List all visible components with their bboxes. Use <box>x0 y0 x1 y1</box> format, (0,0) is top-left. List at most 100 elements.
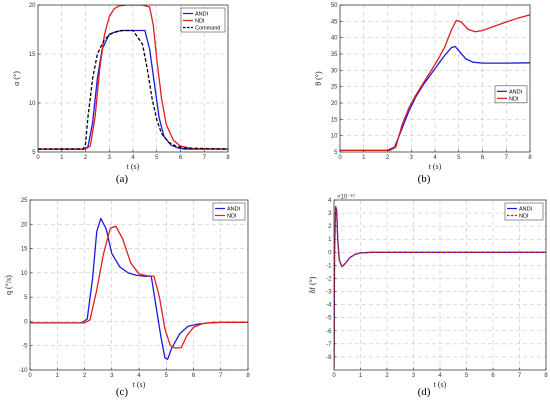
chart-panel-d: 0 1 2 3 4 5 6 7 8 -8 -7 -6 -5 -4 -3 -2 -1 0 1 2 3 4 ×10⁻¹⁰ t (s… <box>308 194 548 399</box>
series-line-ndi <box>334 205 546 368</box>
x-tick-label: 3 <box>412 373 416 379</box>
y-tick-label: 30 <box>331 68 338 74</box>
x-tick-label: 4 <box>131 155 135 161</box>
series-line-command <box>38 29 228 150</box>
panel-label: (d) <box>418 386 431 398</box>
x-tick-label: 1 <box>56 373 60 379</box>
x-tick-label: 8 <box>528 155 532 161</box>
y-tick-label: 10 <box>331 134 338 140</box>
legend-label-andi: ANDI <box>519 207 533 213</box>
x-tick-label: 3 <box>410 155 414 161</box>
y-axis-label: q (°/s) <box>4 275 13 295</box>
legend-label-command: Command <box>195 26 220 32</box>
y-tick-label: 40 <box>331 36 338 42</box>
y-tick-label: -5 <box>22 344 28 350</box>
legend-box <box>504 202 544 221</box>
y-tick-label: 3 <box>328 211 332 217</box>
chart-panel-a: 0 1 2 3 4 5 6 7 8 5 10 15 20 t (s) α (°) ANDINDICommand… <box>12 3 230 185</box>
y-tick-label: -6 <box>326 329 332 335</box>
y-tick-label: 15 <box>29 52 36 58</box>
x-tick-label: 8 <box>226 155 230 161</box>
x-tick-label: 7 <box>219 373 223 379</box>
x-tick-label: 6 <box>491 373 495 379</box>
y-tick-label: 15 <box>331 117 338 123</box>
y-tick-label: -2 <box>326 276 332 282</box>
y-axis-label: δf (°) <box>308 276 317 293</box>
y-exponent-label: ×10⁻¹⁰ <box>337 194 355 201</box>
y-axis-label: θ (°) <box>314 71 323 86</box>
panel-label: (c) <box>116 386 129 398</box>
y-tick-label: 0 <box>24 319 28 325</box>
x-axis-label: t (s) <box>127 162 140 171</box>
y-tick-label: 50 <box>331 3 338 9</box>
x-tick-label: 6 <box>179 155 183 161</box>
legend-label-andi: ANDI <box>227 207 241 213</box>
x-tick-label: 0 <box>28 373 32 379</box>
y-tick-label: 0 <box>328 250 332 256</box>
x-tick-label: 0 <box>332 373 336 379</box>
legend-label-ndi: NDI <box>195 19 205 25</box>
y-tick-label: 4 <box>328 198 332 204</box>
x-tick-label: 7 <box>203 155 207 161</box>
y-tick-label: -1 <box>326 263 332 269</box>
x-tick-label: 4 <box>438 373 442 379</box>
x-tick-label: 0 <box>338 155 342 161</box>
y-tick-label: -5 <box>326 316 332 322</box>
series-line-ndi <box>38 5 228 150</box>
x-tick-label: 1 <box>362 155 366 161</box>
x-tick-label: 5 <box>457 155 461 161</box>
x-tick-label: 5 <box>165 373 169 379</box>
y-tick-label: 10 <box>29 101 36 107</box>
x-tick-label: 3 <box>110 373 114 379</box>
y-tick-label: -8 <box>326 355 332 361</box>
x-tick-label: 4 <box>433 155 437 161</box>
y-axis-label: α (°) <box>12 71 21 86</box>
x-tick-label: 8 <box>544 373 548 379</box>
panel-label: (a) <box>116 173 129 185</box>
series-line-andi <box>38 29 228 150</box>
x-tick-label: 8 <box>246 373 250 379</box>
panel-label: (b) <box>418 173 431 185</box>
y-tick-label: -3 <box>326 290 332 296</box>
series-line-ndi <box>340 14 530 152</box>
y-tick-label: -7 <box>326 342 332 348</box>
y-tick-label: 15 <box>21 247 28 253</box>
y-tick-label: 35 <box>331 52 338 58</box>
x-tick-label: 7 <box>518 373 522 379</box>
x-tick-label: 2 <box>83 373 87 379</box>
y-tick-label: 25 <box>331 85 338 91</box>
x-tick-label: 3 <box>108 155 112 161</box>
series-line-ndi <box>30 225 248 349</box>
x-tick-label: 2 <box>386 155 390 161</box>
y-tick-label: 20 <box>331 101 338 107</box>
legend-label-ndi: NDI <box>227 214 237 220</box>
y-tick-label: 5 <box>24 295 28 301</box>
x-tick-label: 4 <box>137 373 141 379</box>
y-tick-label: 20 <box>21 222 28 228</box>
x-tick-label: 7 <box>505 155 509 161</box>
x-tick-label: 5 <box>465 373 469 379</box>
legend-label-andi: ANDI <box>195 12 209 18</box>
y-tick-label: 1 <box>328 237 332 243</box>
y-tick-label: 45 <box>331 19 338 25</box>
y-tick-label: -4 <box>326 303 332 309</box>
legend-label-ndi: NDI <box>509 96 519 102</box>
y-tick-label: 5 <box>334 150 338 156</box>
x-tick-label: 5 <box>155 155 159 161</box>
x-tick-label: 0 <box>36 155 40 161</box>
x-tick-label: 2 <box>385 373 389 379</box>
x-axis-label: t (s) <box>133 380 146 389</box>
y-tick-label: 5 <box>32 150 36 156</box>
y-tick-label: -10 <box>19 368 28 374</box>
chart-panel-c: 0 1 2 3 4 5 6 7 8 -10 -5 0 5 10 15 20 25 t (s) q (°/s) ANDI… <box>4 198 250 398</box>
y-tick-label: 20 <box>29 3 36 9</box>
x-tick-label: 1 <box>359 373 363 379</box>
y-tick-label: 2 <box>328 224 332 230</box>
legend-label-andi: ANDI <box>509 89 523 95</box>
